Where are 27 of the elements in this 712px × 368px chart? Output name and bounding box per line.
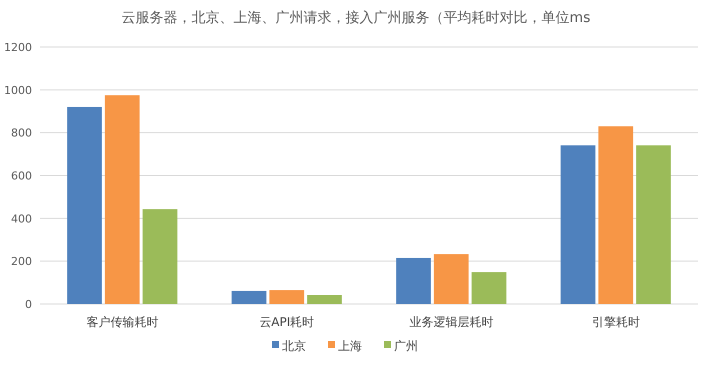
x-tick-label: 客户传输耗时	[86, 315, 158, 329]
y-tick-label: 800	[11, 126, 32, 140]
bar	[232, 290, 266, 304]
bar	[472, 272, 506, 304]
x-tick-label: 引擎耗时	[592, 315, 640, 329]
x-tick-label: 业务逻辑层耗时	[409, 315, 494, 329]
bar	[142, 209, 178, 304]
bar	[104, 95, 140, 304]
legend-label: 广州	[394, 339, 418, 353]
legend-label: 上海	[338, 339, 362, 353]
bar	[560, 145, 596, 304]
bar	[269, 290, 304, 304]
bar	[67, 106, 102, 304]
y-tick-label: 1000	[4, 84, 32, 97]
bar	[307, 295, 342, 304]
bar	[636, 145, 671, 304]
bar	[598, 126, 634, 304]
legend-label: 北京	[282, 339, 306, 353]
y-tick-label: 600	[11, 170, 32, 182]
y-tick-label: 200	[11, 255, 32, 268]
y-tick-label: 1200	[4, 41, 32, 54]
bar	[434, 254, 469, 304]
x-tick-label: 云API耗时	[259, 315, 314, 329]
y-tick-label: 400	[11, 212, 32, 226]
bar	[396, 258, 431, 304]
chart-title: 云服务器，北京、上海、广州请求，接入广州服务（平均耗时对比，单位ms	[122, 10, 590, 26]
y-tick-label: 0	[25, 298, 32, 311]
